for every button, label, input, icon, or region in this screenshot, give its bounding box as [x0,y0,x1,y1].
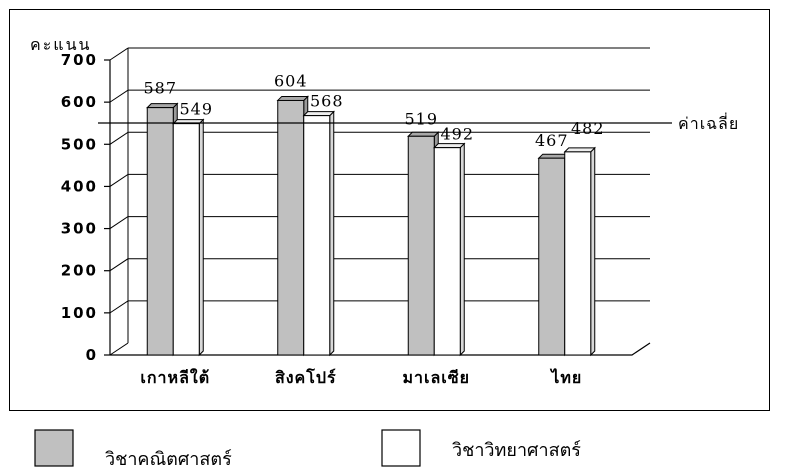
wall-gridline [109,174,129,187]
data-label: 587 [143,79,177,98]
bar-top [302,111,335,117]
category-label: สิงคโปร์ [275,367,337,387]
y-tick-label: 400 [61,177,98,195]
bar-front [146,107,174,356]
y-tick-label: 0 [86,346,98,364]
y-tick-label: 200 [61,262,98,280]
bar-front [172,123,200,356]
legend-label: วิชาคณิตศาสตร์ [105,449,232,470]
category-label: เกาหลีใต้ [140,368,210,387]
wall-gridline [109,342,129,356]
legend: วิชาคณิตศาสตร์ วิชาวิทยาศาสตร์ [34,429,581,470]
bar-front [407,135,435,356]
legend-item: วิชาคณิตศาสตร์ [34,429,232,470]
y-tick-labels: 0 100 200 300 400 500 600 700 [61,51,98,364]
data-label: 467 [535,131,569,150]
bar-front [538,157,566,356]
bar-side [459,142,465,357]
category-label: มาเลเซีย [402,368,470,387]
wall-gridline [109,258,129,272]
wall-gridline [109,89,129,103]
y-axis-label: คะแนน [30,35,91,54]
bar-side [329,110,335,357]
category-labels: เกาหลีใต้ สิงคโปร์ มาเลเซีย ไทย [140,367,582,387]
wall-gridline [109,131,129,145]
bar [302,110,335,357]
data-label: 549 [179,100,213,119]
average-line-label: ค่าเฉลี่ย [678,112,739,133]
data-label: 604 [274,71,308,90]
bars [146,95,596,357]
bar-top [433,143,466,149]
data-label: 519 [404,109,438,128]
wall-gridline [109,47,129,61]
y-tick-label: 600 [61,93,98,111]
bar-side [590,146,596,357]
bar-top [407,131,440,137]
legend-swatch [381,429,421,467]
reference-line: ค่าเฉลี่ย [98,112,739,133]
bar-front [303,115,331,356]
legend-item: วิชาวิทยาศาสตร์ [381,429,581,467]
data-label: 568 [310,92,344,111]
legend-swatch [34,429,74,467]
y-tick-label: 700 [61,51,98,69]
bar-front [277,99,305,356]
bar-side [198,118,204,357]
y-tick-label: 500 [61,135,98,153]
wall-gridline [109,300,129,314]
bar [276,95,309,357]
data-label: 492 [440,125,474,144]
category-label: ไทย [549,368,582,387]
y-tick-label: 100 [61,304,98,322]
wall-gridline [109,216,129,229]
bar-top [276,95,309,101]
bar-front [433,147,461,356]
bar-top [563,147,596,153]
chart-frame [9,9,770,411]
legend-label: วิชาวิทยาศาสตร์ [452,440,581,461]
bar [563,146,596,357]
y-tick-label: 300 [61,220,98,238]
bar [433,142,466,357]
data-label: 482 [571,119,605,138]
bar-front [564,151,592,356]
bar [172,118,205,357]
bar-top [146,103,179,109]
